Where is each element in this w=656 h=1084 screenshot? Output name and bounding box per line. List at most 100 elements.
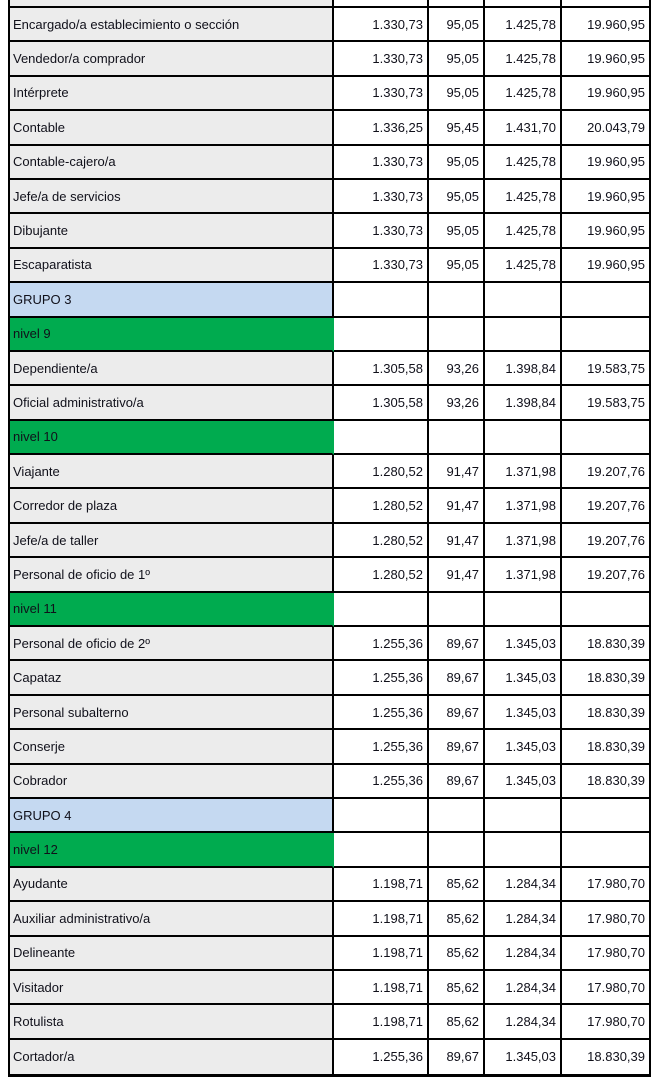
value-cell: 19.960,95 — [562, 179, 651, 215]
value-cell: 1.284,34 — [485, 902, 562, 937]
job-title-cell: GRUPO 3 — [10, 283, 334, 318]
value-cell — [485, 592, 562, 628]
table-row: Vendedor/a comprador 1.330,73 95,05 1.425,7… — [10, 42, 651, 77]
value-cell: 1.280,52 — [334, 455, 429, 490]
value-cell: 1.255,36 — [334, 764, 429, 799]
value-cell: 91,47 — [429, 558, 485, 593]
value-cell: 18.830,39 — [562, 695, 651, 731]
value-cell: 1.255,36 — [334, 695, 429, 731]
value-cell: 1.425,78 — [485, 76, 562, 112]
value-cell: 91,47 — [429, 523, 485, 559]
value-cell — [485, 420, 562, 456]
value-cell — [485, 833, 562, 868]
job-title-cell: nivel 10 — [10, 420, 334, 456]
value-cell: 19.207,76 — [562, 558, 651, 593]
job-title-cell: Rotulista — [10, 1005, 334, 1040]
value-cell: 17.980,70 — [562, 867, 651, 903]
value-cell: 19.960,95 — [562, 76, 651, 112]
value-cell: 17.980,70 — [562, 902, 651, 937]
table-row: Personal subalterno 1.255,36 89,67 1.345,03… — [10, 695, 651, 731]
value-cell — [562, 317, 651, 352]
value-cell: 1.284,34 — [485, 1005, 562, 1040]
value-cell: 17.980,70 — [562, 1005, 651, 1040]
value-cell: 18.830,39 — [562, 627, 651, 662]
table-row: Conserje 1.255,36 89,67 1.345,03 18.830,39 — [10, 730, 651, 765]
value-cell: 1.398,84 — [485, 386, 562, 421]
table-row: Personal de oficio de 2º 1.255,36 89,67 1.3… — [10, 627, 651, 662]
value-cell: 1.330,73 — [334, 76, 429, 112]
table-row: Delineante 1.198,71 85,62 1.284,34 17.980,70 — [10, 936, 651, 971]
value-cell: 19.960,95 — [562, 214, 651, 249]
value-cell: 17.980,70 — [562, 970, 651, 1006]
value-cell: 93,26 — [429, 351, 485, 387]
value-cell: 1.255,36 — [334, 730, 429, 765]
value-cell: 1.198,71 — [334, 936, 429, 971]
value-cell: 1.345,03 — [485, 661, 562, 696]
value-cell — [334, 592, 429, 628]
group-header-row: GRUPO 3 — [10, 283, 651, 318]
job-title-cell: Contable-cajero/a — [10, 145, 334, 180]
value-cell: 1.425,78 — [485, 248, 562, 284]
value-cell: 1.330,73 — [334, 8, 429, 43]
value-cell: 1.330,73 — [334, 42, 429, 77]
value-cell: 95,05 — [429, 248, 485, 284]
job-title-cell: GRUPO 4 — [10, 798, 334, 834]
value-cell — [334, 317, 429, 352]
value-cell: 19.583,75 — [562, 386, 651, 421]
value-cell: 1.280,52 — [334, 523, 429, 559]
table-row: Escaparatista 1.330,73 95,05 1.425,78 19.960… — [10, 248, 651, 284]
value-cell: 1.371,98 — [485, 455, 562, 490]
value-cell: 1.284,34 — [485, 936, 562, 971]
job-title-cell: nivel 11 — [10, 592, 334, 628]
value-cell — [429, 0, 485, 8]
value-cell: 89,67 — [429, 730, 485, 765]
value-cell: 1.280,52 — [334, 489, 429, 524]
value-cell: 85,62 — [429, 1005, 485, 1040]
value-cell — [334, 833, 429, 868]
value-cell — [485, 798, 562, 834]
job-title-cell: Intérprete — [10, 76, 334, 112]
value-cell — [562, 592, 651, 628]
value-cell: 95,05 — [429, 76, 485, 112]
job-title-cell: Encargado/a establecimiento o sección — [10, 8, 334, 43]
value-cell: 18.830,39 — [562, 764, 651, 799]
value-cell — [334, 798, 429, 834]
value-cell: 85,62 — [429, 936, 485, 971]
table-row: Personal de oficio de 1º 1.280,52 91,47 1.3… — [10, 558, 651, 593]
value-cell — [429, 420, 485, 456]
job-title-cell: Visitador — [10, 970, 334, 1006]
value-cell: 85,62 — [429, 902, 485, 937]
value-cell: 19.960,95 — [562, 145, 651, 180]
table-row: Intérprete 1.330,73 95,05 1.425,78 19.960,95 — [10, 76, 651, 112]
job-title-cell: Jefe/a de taller — [10, 523, 334, 559]
table-row: Visitador 1.198,71 85,62 1.284,34 17.980,70 — [10, 970, 651, 1006]
value-cell: 1.431,70 — [485, 111, 562, 146]
value-cell: 1.305,58 — [334, 386, 429, 421]
value-cell: 95,45 — [429, 111, 485, 146]
table-row: Jefe/a de taller 1.280,52 91,47 1.371,98 19.… — [10, 523, 651, 559]
table-row: Viajante 1.280,52 91,47 1.371,98 19.207,76 — [10, 455, 651, 490]
value-cell: 1.198,71 — [334, 902, 429, 937]
value-cell: 1.330,73 — [334, 248, 429, 284]
value-cell: 20.043,79 — [562, 111, 651, 146]
value-cell — [429, 317, 485, 352]
value-cell: 1.425,78 — [485, 8, 562, 43]
job-title-cell: Dependiente/a — [10, 351, 334, 387]
value-cell: 17.980,70 — [562, 936, 651, 971]
value-cell: 89,67 — [429, 1039, 485, 1075]
value-cell: 1.425,78 — [485, 145, 562, 180]
value-cell: 91,47 — [429, 455, 485, 490]
table-row: Contable-cajero/a 1.330,73 95,05 1.425,78 19… — [10, 145, 651, 180]
value-cell — [562, 0, 651, 8]
value-cell: 1.398,84 — [485, 351, 562, 387]
value-cell: 1.198,71 — [334, 1005, 429, 1040]
job-title-cell: Ayudante — [10, 867, 334, 903]
table-row: Dependiente/a 1.305,58 93,26 1.398,84 19.583… — [10, 351, 651, 387]
value-cell — [485, 283, 562, 318]
value-cell — [429, 283, 485, 318]
value-cell — [429, 592, 485, 628]
value-cell: 1.280,52 — [334, 558, 429, 593]
value-cell: 1.425,78 — [485, 214, 562, 249]
table-row: Ayudante 1.198,71 85,62 1.284,34 17.980,70 — [10, 867, 651, 903]
value-cell — [429, 833, 485, 868]
